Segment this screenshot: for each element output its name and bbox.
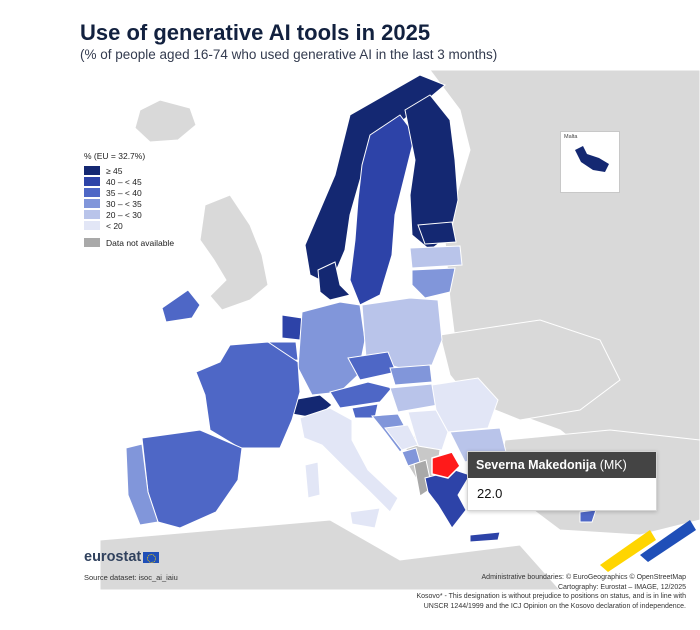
map-legend: % (EU = 32.7%) ≥ 45 40 – < 45 35 – < 40 … <box>84 151 174 248</box>
legend-item: ≥ 45 <box>84 165 174 176</box>
legend-item: 35 – < 40 <box>84 187 174 198</box>
country-portugal[interactable] <box>125 443 159 526</box>
tooltip-country-name: Severna Makedonija <box>476 458 597 472</box>
country-crete[interactable] <box>469 531 501 543</box>
country-france[interactable] <box>195 341 301 449</box>
decorative-stripe-yellow <box>600 530 656 572</box>
legend-swatch <box>84 221 100 230</box>
legend-item: 40 – < 45 <box>84 176 174 187</box>
decorative-stripe-blue <box>640 520 696 562</box>
legend-label: 35 – < 40 <box>106 187 142 198</box>
legend-title: % (EU = 32.7%) <box>84 151 146 161</box>
credit-line: UNSCR 1244/1999 and the ICJ Opinion on t… <box>423 602 686 610</box>
legend-swatch <box>84 199 100 208</box>
legend-label: < 20 <box>106 220 123 231</box>
country-greece[interactable] <box>424 469 471 529</box>
country-sicily[interactable] <box>349 507 381 529</box>
malta-label: Malta <box>564 134 578 140</box>
country-netherlands[interactable] <box>281 314 303 341</box>
country-norway[interactable] <box>304 74 446 286</box>
legend-item: 30 – < 35 <box>84 198 174 209</box>
credit-line: Administrative boundaries: © EuroGeograp… <box>481 574 686 581</box>
malta-inset[interactable]: Malta <box>560 131 620 193</box>
country-malta[interactable] <box>575 146 609 172</box>
country-estonia[interactable] <box>417 221 457 245</box>
country-ireland[interactable] <box>161 289 201 323</box>
country-hungary[interactable] <box>389 383 439 413</box>
country-sardinia[interactable] <box>304 461 321 499</box>
country-spain[interactable] <box>141 429 243 529</box>
legend-swatch <box>84 188 100 197</box>
page-title: Use of generative AI tools in 2025 <box>80 20 431 45</box>
country-latvia[interactable] <box>409 245 463 269</box>
page-subtitle: (% of people aged 16-74 who used generat… <box>80 47 498 62</box>
legend-item: 20 – < 30 <box>84 209 174 220</box>
legend-swatch <box>84 166 100 175</box>
tooltip-header: Severna Makedonija (MK) <box>468 452 656 478</box>
legend-label: 40 – < 45 <box>106 176 142 187</box>
eu-flag-icon <box>143 551 160 563</box>
country-germany[interactable] <box>297 301 366 396</box>
source-dataset: Source dataset: isoc_ai_iaiu <box>84 573 178 582</box>
credit-line: Kosovo* - This designation is without pr… <box>416 593 686 600</box>
logo-text: eurostat <box>84 549 142 565</box>
map-credits: Administrative boundaries: © EuroGeograp… <box>416 573 686 611</box>
legend-swatch <box>84 210 100 219</box>
country-serbia[interactable] <box>407 409 449 451</box>
legend-label: Data not available <box>106 237 175 248</box>
legend-item: < 20 <box>84 220 174 231</box>
country-north-macedonia[interactable] <box>431 451 461 479</box>
map-region-uk <box>199 194 269 311</box>
tooltip-value: 22.0 <box>477 486 503 501</box>
map-tooltip: Severna Makedonija (MK) 22.0 <box>467 451 657 511</box>
legend-label: 30 – < 35 <box>106 198 142 209</box>
malta-shape <box>575 146 609 172</box>
eurostat-logo: eurostat <box>84 549 160 565</box>
legend-label: 20 – < 30 <box>106 209 142 220</box>
map-region-africa <box>99 519 562 591</box>
country-italy[interactable] <box>299 407 399 513</box>
country-bosnia[interactable] <box>384 424 419 451</box>
tooltip-country-code: (MK) <box>599 458 627 472</box>
map-region-iceland <box>134 99 197 143</box>
legend-label: ≥ 45 <box>106 165 123 176</box>
country-denmark[interactable] <box>317 261 351 301</box>
credit-line: Cartography: Eurostat – IMAGE, 12/2025 <box>557 583 686 591</box>
legend-item-not-available: Data not available <box>84 237 174 248</box>
country-austria[interactable] <box>329 381 393 409</box>
country-lithuania[interactable] <box>411 267 456 299</box>
legend-swatch <box>84 238 100 247</box>
legend-swatch <box>84 177 100 186</box>
country-slovakia[interactable] <box>389 364 433 386</box>
